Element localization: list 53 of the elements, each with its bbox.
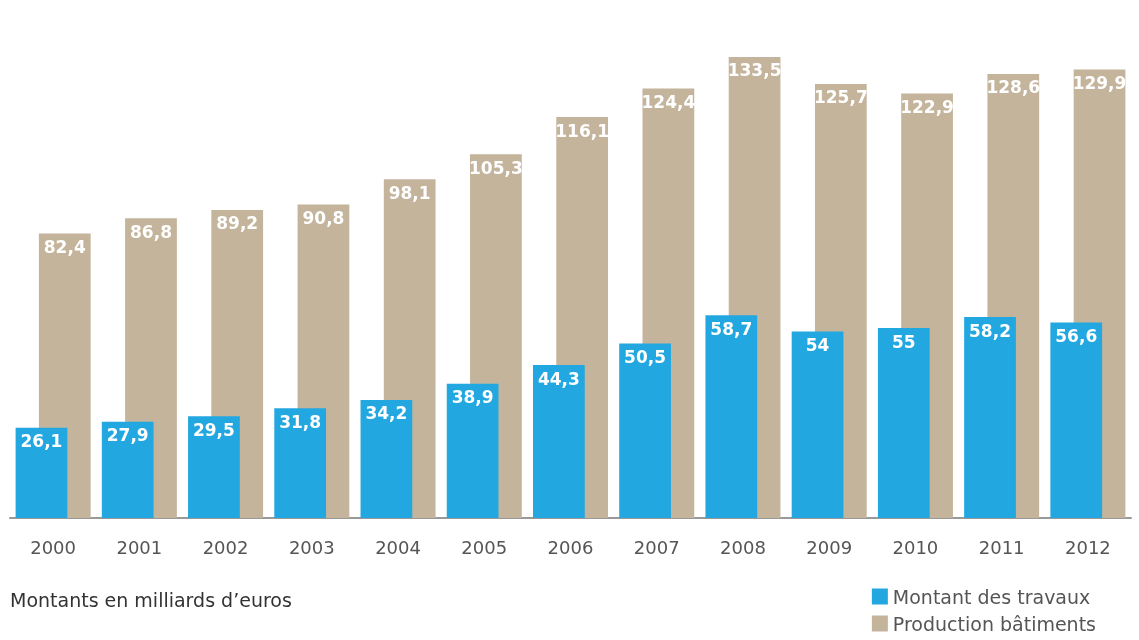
data-label: 38,9 [451, 387, 494, 408]
data-label: 29,5 [192, 419, 235, 440]
x-tick-label: 2000 [30, 536, 77, 558]
data-label: 55 [891, 331, 916, 352]
bar [446, 383, 499, 518]
bar [791, 331, 844, 518]
data-label: 56,6 [1055, 326, 1098, 347]
x-tick-label: 2010 [892, 536, 939, 558]
x-tick-label: 2008 [720, 536, 766, 558]
data-label: 58,2 [969, 320, 1011, 341]
x-tick-label: 2001 [116, 536, 163, 558]
bar [15, 427, 68, 518]
x-tick-label: 2004 [375, 536, 421, 558]
bar [877, 328, 930, 518]
data-label: 44,3 [537, 368, 580, 389]
data-label: 128,6 [986, 77, 1041, 98]
x-tick-label: 2006 [547, 536, 594, 558]
bar [619, 343, 671, 518]
x-tick-label: 2009 [806, 536, 853, 558]
bar [705, 315, 758, 518]
data-label: 89,2 [216, 213, 259, 234]
data-label: 50,5 [624, 347, 667, 368]
bar [964, 317, 1016, 518]
data-label: 116,1 [555, 120, 610, 141]
bar [360, 399, 413, 518]
x-tick-label: 2003 [288, 536, 335, 558]
data-label: 82,4 [43, 236, 86, 257]
data-label: 90,8 [302, 207, 345, 228]
data-label: 31,8 [279, 411, 322, 432]
x-tick-label: 2012 [1064, 536, 1111, 558]
data-label: 26,1 [20, 431, 63, 452]
bar [101, 421, 154, 518]
legend-label: Montant des travaux [892, 585, 1091, 608]
data-label: 125,7 [813, 87, 868, 108]
data-label: 133,5 [727, 60, 782, 81]
data-label: 58,7 [710, 318, 753, 339]
data-label: 34,2 [365, 403, 408, 424]
data-label: 54 [805, 335, 830, 356]
x-tick-label: 2005 [461, 536, 508, 558]
text: Montants en milliards d’euros [10, 588, 292, 611]
data-label: 98,1 [388, 182, 431, 203]
x-tick-label: 2011 [978, 536, 1025, 558]
x-tick-label: 2002 [202, 536, 249, 558]
data-label: 86,8 [130, 221, 172, 242]
legend-label: Production bâtiments [892, 612, 1097, 635]
data-label: 105,3 [469, 157, 523, 178]
bar [532, 365, 585, 518]
data-label: 122,9 [900, 97, 954, 118]
data-label: 27,9 [106, 425, 149, 446]
bar [188, 416, 240, 518]
bar [274, 408, 327, 518]
bar [1050, 322, 1103, 518]
x-tick-label: 2007 [633, 536, 680, 558]
